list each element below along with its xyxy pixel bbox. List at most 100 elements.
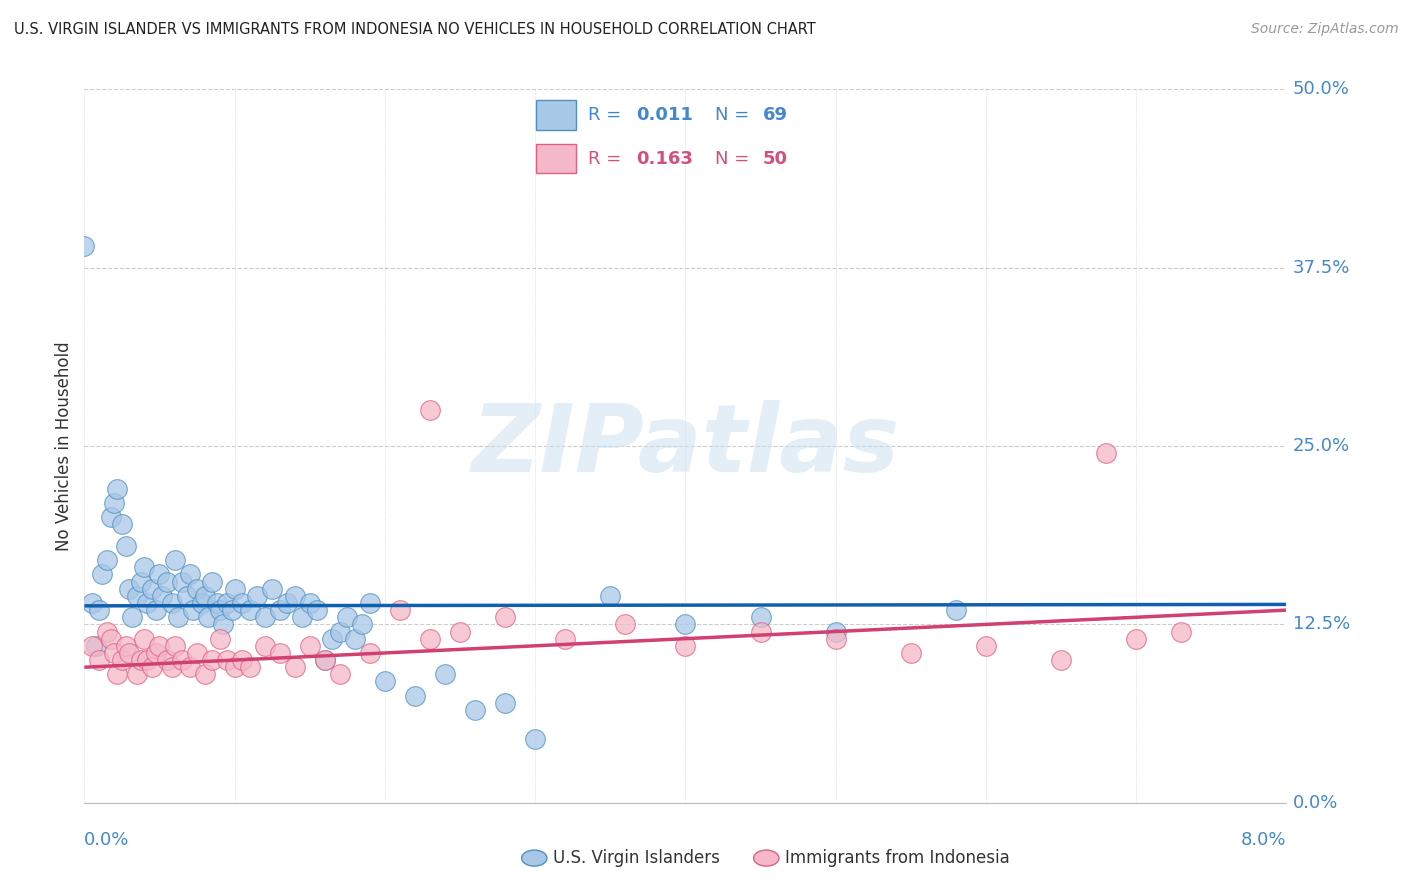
Point (749, 610, 772, 624)
Point (221, 603, 243, 617)
Point (194, 589, 217, 603)
Text: 50.0%: 50.0% (1292, 80, 1350, 98)
Point (166, 610, 188, 624)
Point (1050, 653, 1073, 667)
Point (205, 596, 228, 610)
Point (145, 646, 167, 660)
Point (1095, 446, 1118, 460)
Point (80, 596, 103, 610)
Point (73, 239, 96, 253)
Text: N =: N = (714, 150, 755, 168)
Point (208, 603, 231, 617)
Point (179, 567, 201, 582)
Point (298, 596, 321, 610)
Point (419, 632, 441, 646)
Text: 0.0%: 0.0% (84, 831, 129, 849)
Point (419, 403, 441, 417)
Point (494, 610, 516, 624)
Point (118, 582, 141, 596)
Point (163, 639, 186, 653)
Point (148, 567, 170, 582)
Text: Source: ZipAtlas.com: Source: ZipAtlas.com (1251, 22, 1399, 37)
Point (614, 617, 637, 632)
Point (298, 639, 321, 653)
Point (148, 639, 170, 653)
Text: ZIPatlas: ZIPatlas (471, 400, 900, 492)
Point (160, 660, 183, 674)
Text: 0.011: 0.011 (636, 106, 693, 124)
Point (900, 646, 922, 660)
Point (131, 653, 153, 667)
Point (464, 703, 486, 717)
Point (291, 610, 314, 624)
Point (136, 596, 159, 610)
Point (224, 660, 246, 674)
Point (186, 582, 208, 596)
Point (434, 667, 457, 681)
Point (100, 510, 122, 524)
Point (103, 646, 125, 660)
Point (945, 603, 967, 617)
Point (359, 646, 381, 660)
Point (974, 639, 997, 653)
Text: N =: N = (714, 106, 755, 124)
Point (170, 574, 193, 589)
Point (111, 653, 134, 667)
Point (91, 567, 114, 582)
Point (749, 624, 772, 639)
Point (190, 596, 212, 610)
Point (181, 603, 204, 617)
Text: 8.0%: 8.0% (1241, 831, 1286, 849)
Point (359, 596, 381, 610)
Point (599, 589, 621, 603)
Point (125, 667, 148, 681)
Point (253, 639, 276, 653)
Point (449, 624, 471, 639)
Point (107, 482, 129, 496)
Point (824, 624, 846, 639)
Point (262, 582, 284, 596)
Point (156, 574, 179, 589)
Point (86, 639, 108, 653)
Point (208, 632, 231, 646)
Point (824, 632, 846, 646)
Point (231, 653, 253, 667)
Point (336, 610, 359, 624)
Point (115, 639, 138, 653)
Point (145, 603, 167, 617)
Point (314, 653, 336, 667)
Point (111, 517, 134, 532)
Point (554, 632, 576, 646)
Y-axis label: No Vehicles in Household: No Vehicles in Household (55, 341, 73, 551)
Point (314, 653, 336, 667)
Point (269, 603, 291, 617)
Point (231, 596, 253, 610)
Point (284, 660, 307, 674)
Text: 0.0%: 0.0% (1292, 794, 1339, 812)
Point (352, 617, 374, 632)
Point (118, 646, 141, 660)
Point (163, 553, 186, 567)
Point (524, 731, 547, 746)
Point (284, 589, 307, 603)
Point (388, 603, 411, 617)
Point (224, 582, 246, 596)
Point (276, 596, 298, 610)
Text: 37.5%: 37.5% (1292, 259, 1350, 277)
Point (141, 660, 163, 674)
Point (201, 653, 224, 667)
Point (201, 574, 224, 589)
Point (115, 539, 138, 553)
Point (89, 653, 111, 667)
Text: Immigrants from Indonesia: Immigrants from Indonesia (785, 849, 1010, 867)
Point (170, 653, 193, 667)
Point (239, 660, 262, 674)
Point (156, 653, 179, 667)
Point (125, 589, 148, 603)
Point (197, 610, 219, 624)
Point (121, 610, 143, 624)
Point (134, 560, 156, 574)
Point (80, 639, 103, 653)
FancyBboxPatch shape (536, 101, 575, 130)
Point (1125, 632, 1147, 646)
